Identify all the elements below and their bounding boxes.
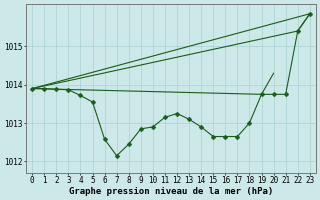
X-axis label: Graphe pression niveau de la mer (hPa): Graphe pression niveau de la mer (hPa): [69, 187, 273, 196]
